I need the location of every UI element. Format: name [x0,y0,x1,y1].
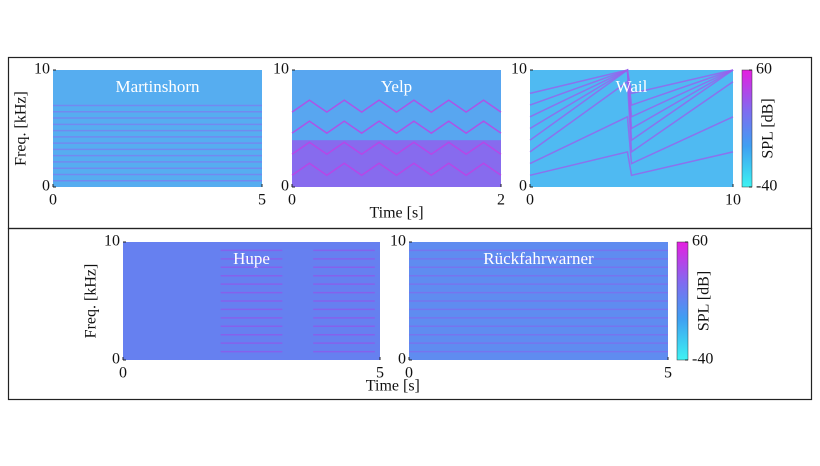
y-tick-label: 10 [104,233,120,250]
y-tick-label: 0 [398,351,406,368]
harmonic [291,120,502,135]
colorbar-label: SPL [dB] [760,98,777,158]
harmonic [529,68,734,107]
harmonic [529,69,734,95]
x-tick-label: 0 [119,365,127,382]
colorbar-label: SPL [dB] [696,271,713,331]
y-tick-label: 10 [511,61,527,78]
x-axis-label: Time [s] [366,378,420,395]
x-tick-label: 5 [376,365,384,382]
harmonic [529,150,734,177]
y-tick-label: 0 [112,351,120,368]
x-tick-label: 0 [49,192,57,209]
harmonic [291,162,502,177]
y-tick-label: 10 [390,233,406,250]
harmonic [529,115,734,165]
y-tick-label: 10 [273,61,289,78]
panel-title: Rückfahrwarner [483,249,594,268]
colorbar-tick-label: 60 [756,61,772,78]
harmonic [291,141,502,156]
y-tick-label: 0 [519,178,527,195]
x-axis-label: Time [s] [369,205,423,222]
low-band [292,140,501,187]
y-tick-label: 0 [281,178,289,195]
bottom-frame [7,227,813,401]
x-tick-label: 0 [526,192,534,209]
panel-title: Hupe [233,249,270,268]
colorbar-tick-label: -40 [692,351,713,368]
x-tick-label: 0 [405,365,413,382]
harmonic [291,99,502,114]
y-axis-label: Freq. [kHz] [83,264,100,339]
panel-title: Wail [616,77,648,96]
colorbar-tick-label: 60 [692,233,708,250]
y-axis-label: Freq. [kHz] [13,91,30,166]
panel-title: Yelp [381,77,412,96]
colorbar [676,241,689,361]
x-tick-label: 0 [288,192,296,209]
x-tick-label: 5 [664,365,672,382]
colorbar [741,69,753,188]
colorbar-tick-label: -40 [756,178,777,195]
y-tick-label: 10 [34,61,50,78]
x-tick-label: 10 [725,192,741,209]
x-tick-label: 5 [258,192,266,209]
x-tick-label: 2 [497,192,505,209]
panel-title: Martinshorn [115,77,200,96]
y-tick-label: 0 [42,178,50,195]
